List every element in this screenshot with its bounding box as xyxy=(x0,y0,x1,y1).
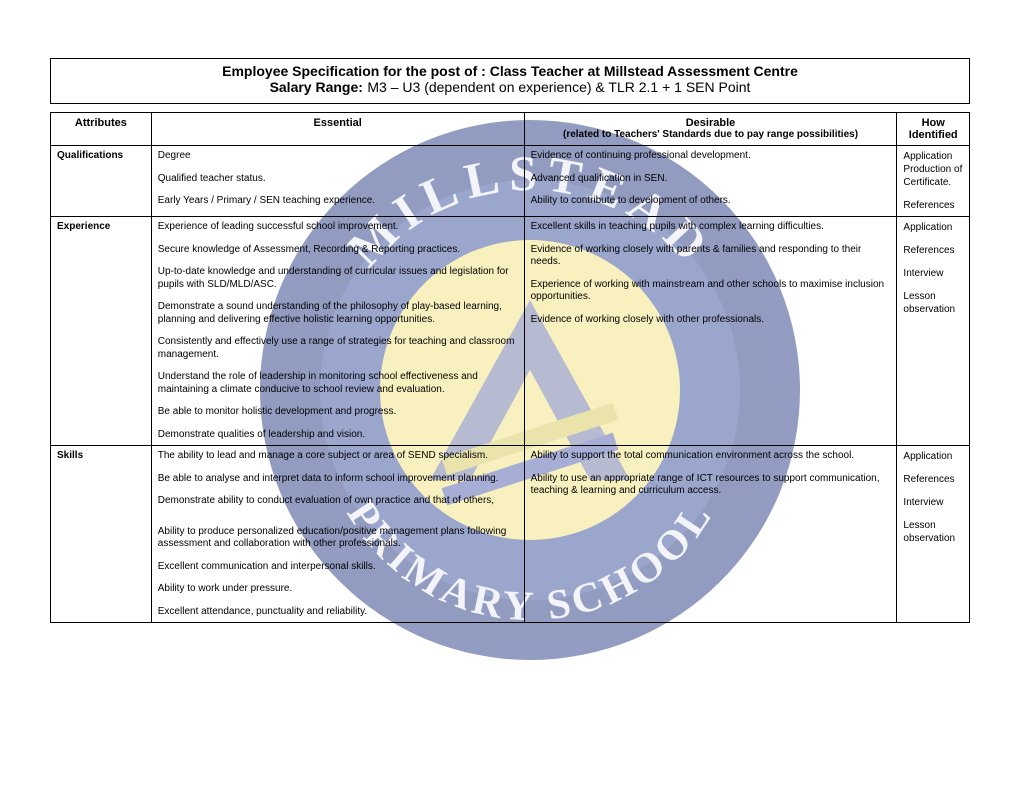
skills-desirable: Ability to support the total communicati… xyxy=(524,446,897,623)
experience-how: Application References Interview Lesson … xyxy=(897,217,970,446)
qualifications-how: Application Production of Certificate. R… xyxy=(897,146,970,217)
salary-value: M3 – U3 (dependent on experience) & TLR … xyxy=(367,79,750,95)
skills-essential: The ability to lead and manage a core su… xyxy=(151,446,524,623)
row-experience: Experience Experience of leading success… xyxy=(51,217,970,446)
table-header-row: Attributes Essential Desirable (related … xyxy=(51,113,970,146)
experience-desirable: Excellent skills in teaching pupils with… xyxy=(524,217,897,446)
row-skills: Skills The ability to lead and manage a … xyxy=(51,446,970,623)
salary-label: Salary Range: xyxy=(270,79,363,95)
col-how: How Identified xyxy=(897,113,970,146)
col-essential: Essential xyxy=(151,113,524,146)
col-attributes: Attributes xyxy=(51,113,152,146)
attr-skills: Skills xyxy=(51,446,152,623)
qualifications-desirable: Evidence of continuing professional deve… xyxy=(524,146,897,217)
doc-title: Employee Specification for the post of :… xyxy=(57,63,963,79)
header-box: Employee Specification for the post of :… xyxy=(50,58,970,104)
experience-essential: Experience of leading successful school … xyxy=(151,217,524,446)
salary-line: Salary Range: M3 – U3 (dependent on expe… xyxy=(57,79,963,97)
row-qualifications: Qualifications Degree Qualified teacher … xyxy=(51,146,970,217)
col-desirable: Desirable (related to Teachers' Standard… xyxy=(524,113,897,146)
attr-experience: Experience xyxy=(51,217,152,446)
skills-how: Application References Interview Lesson … xyxy=(897,446,970,623)
qualifications-essential: Degree Qualified teacher status. Early Y… xyxy=(151,146,524,217)
specification-table: Attributes Essential Desirable (related … xyxy=(50,112,970,623)
attr-qualifications: Qualifications xyxy=(51,146,152,217)
